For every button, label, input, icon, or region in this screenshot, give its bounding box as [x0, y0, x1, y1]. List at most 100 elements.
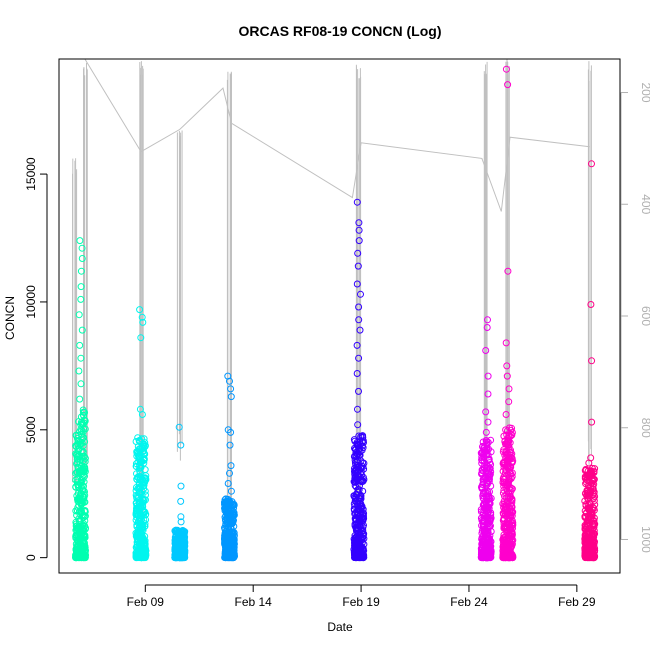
data-point	[359, 532, 367, 540]
data-point	[132, 543, 140, 551]
data-point	[230, 550, 238, 558]
data-point	[583, 517, 591, 525]
x-tick-label: Feb 29	[558, 595, 596, 609]
data-point	[173, 548, 181, 556]
data-point	[136, 464, 144, 472]
data-point	[353, 280, 361, 288]
data-point	[589, 554, 597, 562]
data-point	[588, 160, 595, 168]
data-point	[507, 426, 515, 434]
data-point	[353, 341, 361, 349]
data-point	[136, 405, 144, 413]
data-point	[483, 446, 491, 454]
data-point	[132, 487, 140, 495]
data-point	[588, 550, 596, 558]
data-point	[177, 513, 185, 521]
series-RF11	[221, 372, 238, 562]
data-point	[353, 198, 361, 206]
data-point	[353, 370, 361, 377]
data-point	[136, 462, 144, 469]
data-point	[508, 495, 516, 503]
data-point	[227, 393, 235, 401]
data-point	[227, 487, 235, 495]
plot-frame	[58, 58, 621, 574]
data-point	[351, 468, 358, 476]
data-point	[354, 249, 362, 257]
data-point	[590, 514, 598, 522]
data-point	[135, 533, 143, 541]
data-point	[354, 486, 362, 493]
data-point	[500, 543, 508, 551]
data-point	[227, 462, 235, 470]
data-point	[172, 546, 180, 554]
data-point	[177, 482, 185, 490]
data-point	[132, 462, 140, 470]
data-point	[482, 408, 490, 416]
data-point	[479, 494, 487, 502]
data-point	[504, 458, 512, 465]
data-point	[483, 441, 491, 449]
data-point	[177, 497, 185, 505]
data-point	[502, 447, 510, 455]
data-points	[72, 65, 599, 562]
data-point	[77, 553, 85, 561]
data-point	[77, 380, 85, 388]
data-point	[506, 554, 514, 562]
data-point	[353, 438, 361, 446]
data-point	[504, 464, 512, 472]
data-point	[358, 534, 366, 541]
data-point	[81, 531, 89, 539]
data-point	[136, 306, 144, 314]
data-point	[354, 475, 362, 483]
data-point	[478, 522, 486, 530]
data-point	[137, 510, 145, 518]
data-point	[136, 488, 144, 496]
axes: 0 5000 10000 15000 Feb 09 Feb 14 Feb 19 Feb 24 F…	[24, 83, 650, 609]
data-point	[79, 467, 87, 475]
data-point	[142, 496, 149, 504]
data-point	[486, 473, 493, 481]
data-point	[588, 357, 596, 365]
data-point	[587, 487, 595, 495]
y-tick-label: 5000	[24, 416, 38, 443]
data-point	[133, 548, 141, 556]
data-point	[78, 476, 86, 484]
data-point	[353, 491, 361, 499]
data-point	[499, 479, 507, 487]
data-point	[483, 324, 491, 331]
data-point	[508, 521, 516, 529]
data-point	[137, 334, 145, 342]
data-point	[504, 450, 512, 458]
y-axis-label: CONCN	[3, 296, 17, 340]
data-point	[132, 507, 140, 515]
data-point	[482, 475, 490, 482]
data-point	[176, 554, 184, 561]
data-point	[583, 509, 590, 517]
data-point	[142, 474, 150, 482]
data-point	[357, 502, 365, 510]
data-point	[226, 529, 234, 536]
data-point	[78, 418, 85, 426]
data-point	[78, 326, 86, 334]
data-point	[502, 411, 510, 418]
data-point	[501, 549, 509, 557]
data-point	[134, 458, 142, 466]
data-point	[484, 418, 492, 426]
data-point	[507, 484, 515, 492]
y2-tick-label: 200	[639, 83, 650, 103]
series-RF15	[581, 160, 599, 562]
data-point	[484, 390, 492, 398]
data-point	[132, 516, 140, 524]
data-point	[222, 536, 230, 544]
data-point	[78, 244, 86, 252]
y2-tick-label: 400	[639, 194, 650, 214]
data-point	[502, 65, 510, 73]
data-point	[588, 506, 596, 514]
data-point	[499, 475, 507, 483]
data-point	[136, 522, 144, 529]
data-point	[351, 459, 359, 467]
data-point	[501, 481, 509, 489]
data-point	[479, 537, 487, 545]
data-point	[227, 385, 235, 393]
